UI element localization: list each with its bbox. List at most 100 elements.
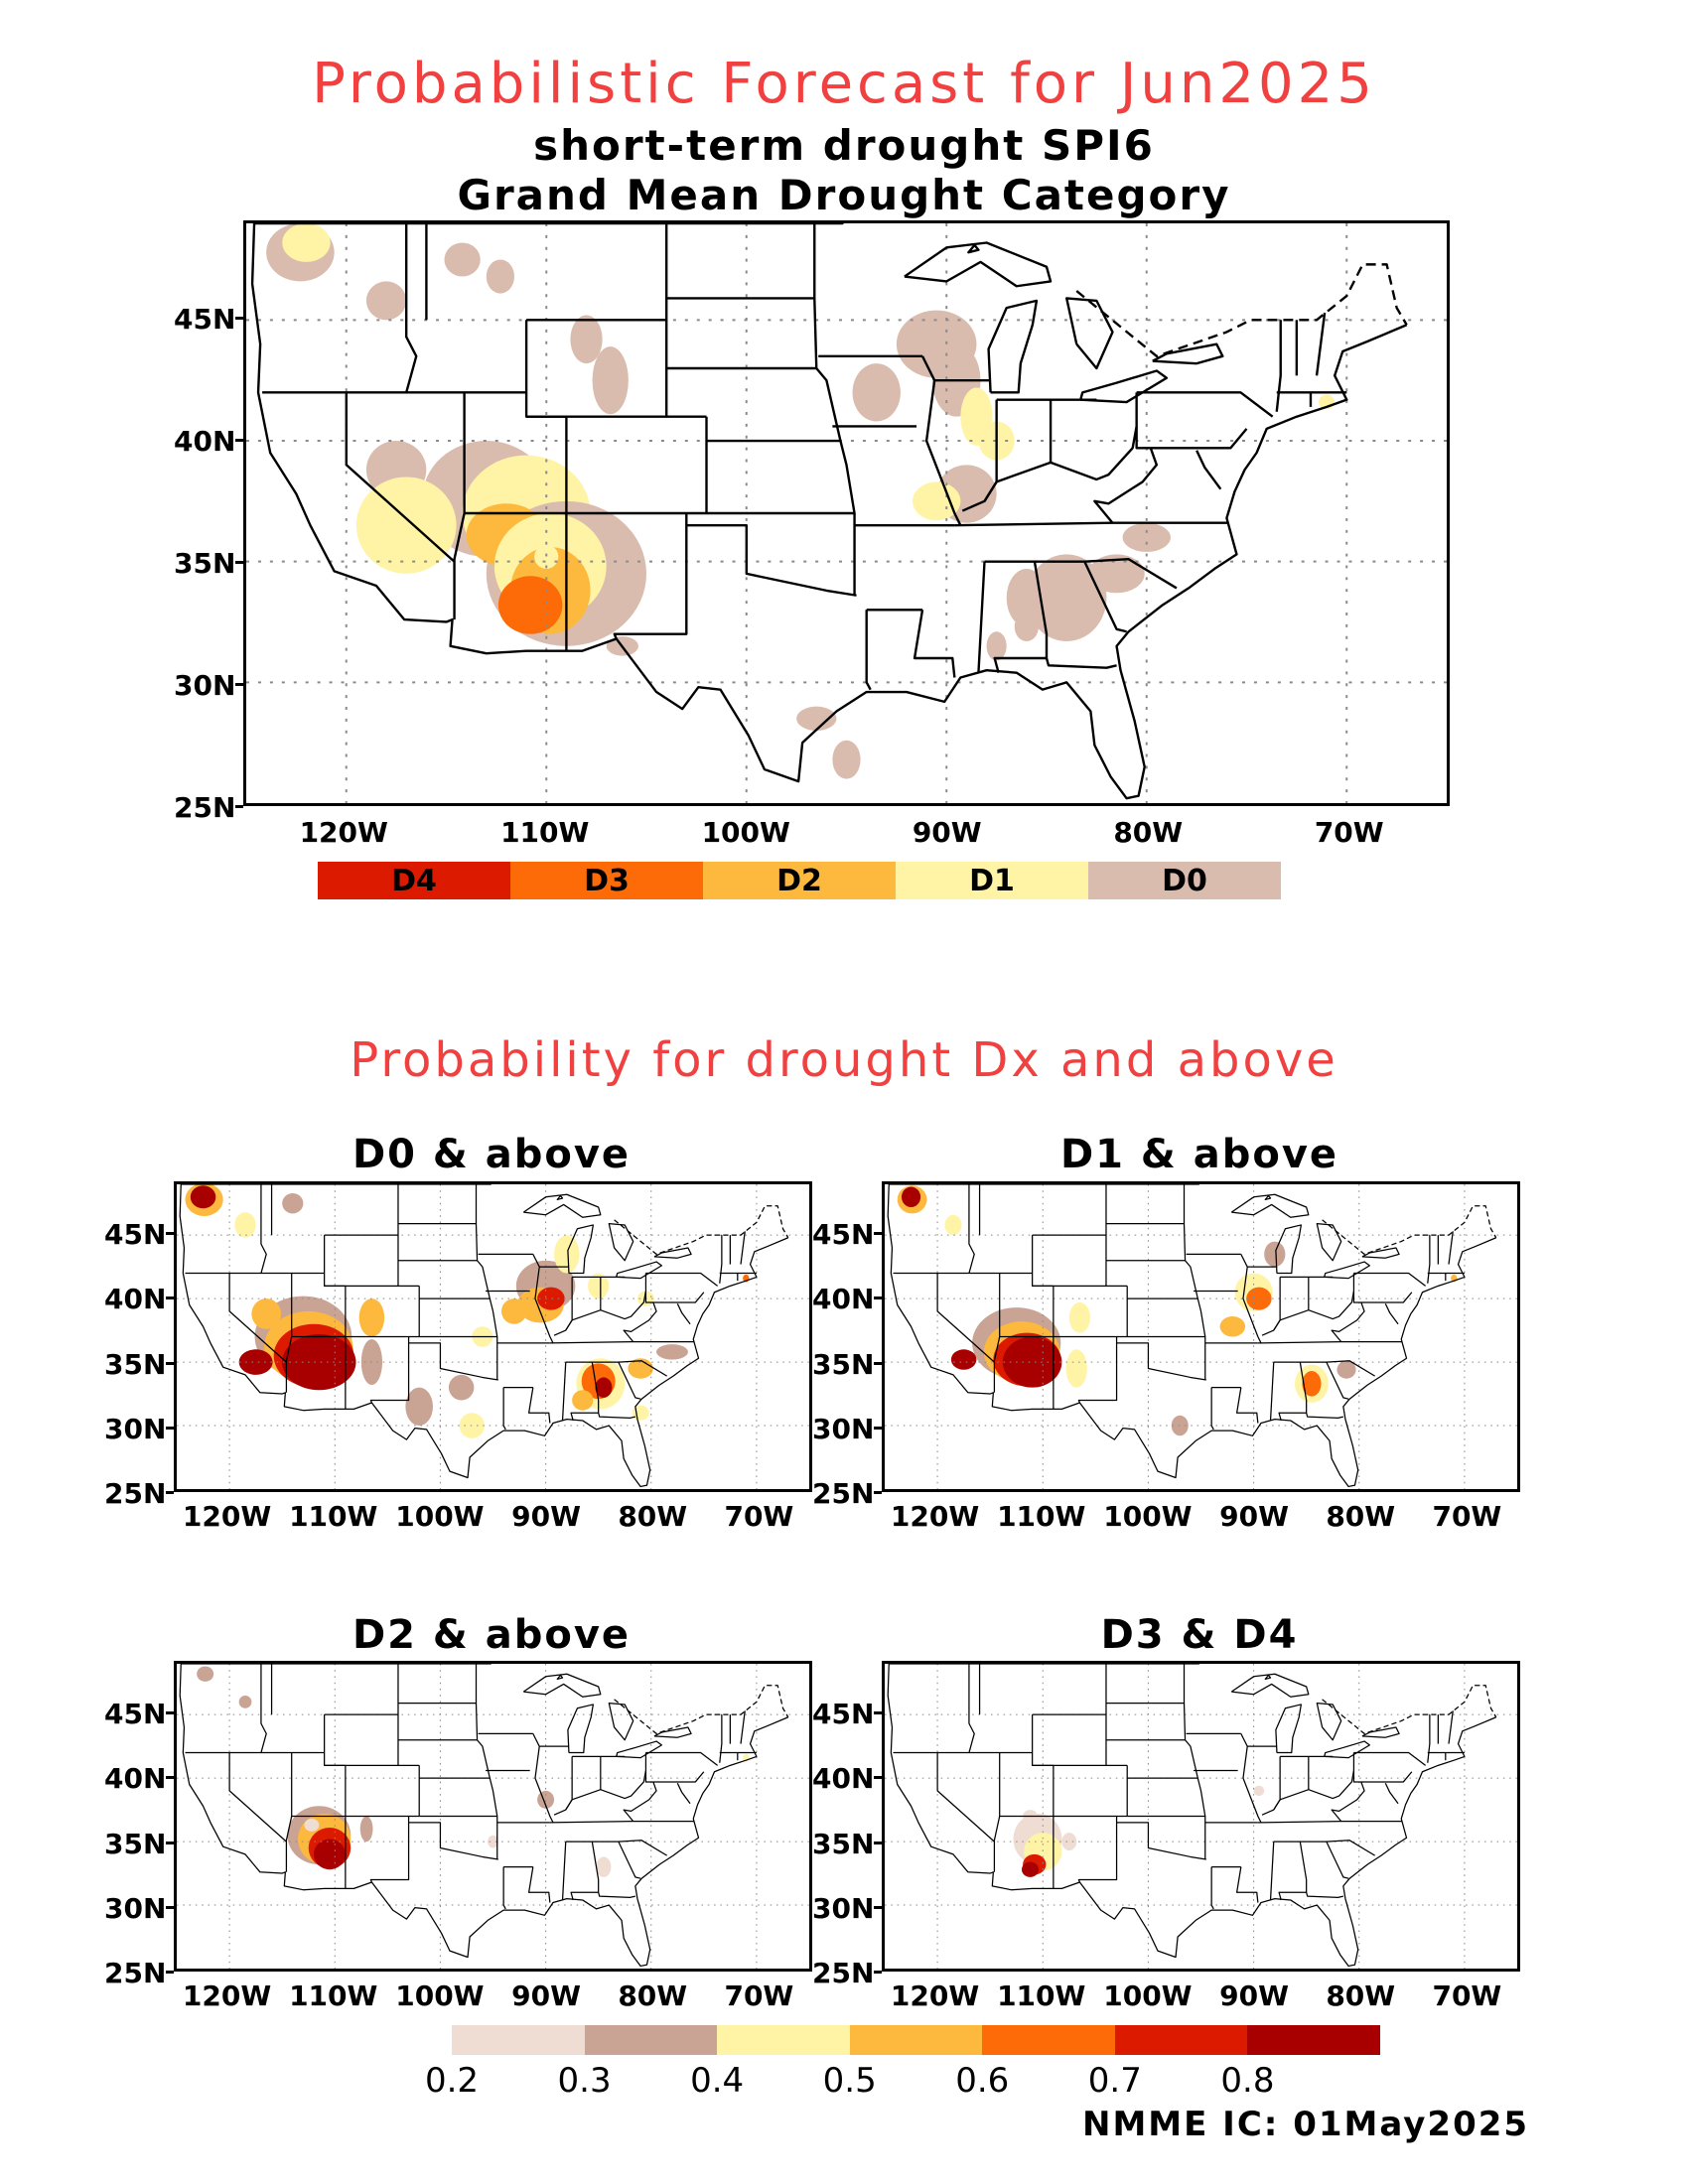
panel-d2-fill-layer: [197, 1666, 750, 1877]
subtitle-line-1: short-term drought SPI6: [533, 121, 1155, 170]
drought-area: [796, 706, 837, 731]
panel-d0-svg: [177, 1184, 809, 1489]
lat-label: 45N: [812, 1698, 875, 1731]
drought-area: [534, 544, 559, 569]
drought-area: [1302, 1371, 1322, 1397]
panel-title-d2: D2 & above: [352, 1612, 632, 1658]
lon-label: 100W: [1103, 1500, 1193, 1533]
drought-area: [901, 1186, 921, 1208]
prob-swatch: [849, 2025, 983, 2055]
drought-area: [486, 259, 515, 294]
lat-tick: [235, 561, 243, 565]
drought-area: [405, 1387, 433, 1427]
drought-area: [314, 1839, 346, 1870]
lat-label: 40N: [812, 1762, 875, 1796]
drought-area: [1219, 1316, 1246, 1337]
lon-label: 80W: [1326, 1500, 1396, 1533]
lon-label: 110W: [997, 1979, 1086, 2012]
drought-area: [355, 477, 457, 574]
prob-label: 0.8: [1220, 2061, 1275, 2101]
lat-tick: [166, 1711, 174, 1715]
prob-label: 0.7: [1087, 2061, 1142, 2101]
drought-area: [1088, 554, 1145, 594]
drought-area: [488, 1835, 498, 1848]
lat-label: 30N: [812, 1891, 875, 1925]
prob-swatch: [1247, 2025, 1381, 2055]
lat-label: 25N: [812, 1477, 875, 1510]
drought-area: [238, 1349, 273, 1375]
drought-area: [1006, 568, 1047, 627]
drought-area: [656, 1344, 688, 1360]
lon-label: 100W: [701, 816, 790, 849]
drought-area: [596, 1856, 612, 1877]
lon-label: 110W: [500, 816, 590, 849]
main-map-svg: [246, 223, 1447, 803]
panel-d2-svg: [177, 1664, 809, 1969]
lat-label: 35N: [174, 547, 236, 581]
lat-tick: [874, 1232, 882, 1236]
drought-area: [365, 281, 407, 321]
lat-tick: [166, 1905, 174, 1909]
lat-label: 25N: [104, 1477, 167, 1510]
lat-label: 40N: [104, 1283, 167, 1316]
lat-label: 40N: [104, 1762, 167, 1796]
prob-swatch: [717, 2025, 850, 2055]
lat-tick: [166, 1776, 174, 1780]
drought-area: [1246, 1287, 1272, 1310]
lon-label: 100W: [395, 1979, 485, 2012]
drought-area: [500, 1298, 527, 1324]
prob-swatch: [584, 2025, 718, 2055]
map-d1-above: [882, 1181, 1520, 1492]
lat-tick: [874, 1841, 882, 1844]
drought-area: [537, 1287, 565, 1310]
lat-label: 40N: [812, 1283, 875, 1316]
lon-label: 90W: [511, 1979, 581, 2012]
lon-label: 120W: [299, 816, 388, 849]
lon-label: 90W: [511, 1500, 581, 1533]
probability-section-title: Probability for drought Dx and above: [350, 1032, 1338, 1088]
drought-area: [912, 481, 961, 521]
drought-area: [592, 346, 629, 415]
probability-legend: [452, 2025, 1381, 2055]
drought-category-legend: D4 D3 D2 D1 D0: [318, 862, 1281, 899]
lat-label: 35N: [812, 1347, 875, 1381]
panel-d3d4-boundaries: [887, 1664, 1497, 1968]
lat-tick: [235, 439, 243, 443]
drought-area: [554, 1235, 580, 1274]
panel-d2-boundaries: [179, 1664, 789, 1968]
panel-d1-svg: [885, 1184, 1517, 1489]
lat-label: 45N: [104, 1218, 167, 1252]
panel-d3d4-svg: [885, 1664, 1517, 1969]
panel-d1-boundaries: [887, 1184, 1497, 1488]
lat-label: 35N: [104, 1827, 167, 1860]
drought-area: [197, 1666, 214, 1682]
lon-label: 80W: [618, 1500, 688, 1533]
lon-label: 70W: [1432, 1979, 1502, 2012]
lat-tick: [166, 1971, 174, 1974]
drought-area: [986, 631, 1007, 661]
lon-label: 90W: [1219, 1500, 1289, 1533]
main-map-boundaries: [250, 223, 1408, 800]
map-d3-d4: [882, 1661, 1520, 1972]
panel-d3d4-fill-layer: [1013, 1785, 1265, 1877]
lon-label: 80W: [1113, 816, 1184, 849]
drought-area: [282, 1333, 356, 1391]
subtitle-line-2: Grand Mean Drought Category: [457, 171, 1231, 219]
lat-label: 25N: [174, 791, 236, 824]
drought-area: [251, 1298, 282, 1329]
drought-area: [359, 1816, 373, 1843]
lon-label: 110W: [997, 1500, 1086, 1533]
legend-cat-d0: D0: [1088, 862, 1281, 899]
drought-area: [1002, 1336, 1062, 1388]
drought-area: [570, 315, 603, 364]
lat-label: 35N: [104, 1347, 167, 1381]
lon-label: 120W: [890, 1979, 980, 2012]
legend-cat-d2: D2: [703, 862, 896, 899]
legend-cat-d4: D4: [318, 862, 510, 899]
drought-area: [1026, 554, 1107, 641]
lon-label: 120W: [182, 1500, 272, 1533]
lat-label: 30N: [104, 1891, 167, 1925]
panel-title-d3d4: D3 & D4: [1100, 1612, 1299, 1658]
lon-label: 70W: [1314, 816, 1384, 849]
lat-tick: [874, 1297, 882, 1300]
